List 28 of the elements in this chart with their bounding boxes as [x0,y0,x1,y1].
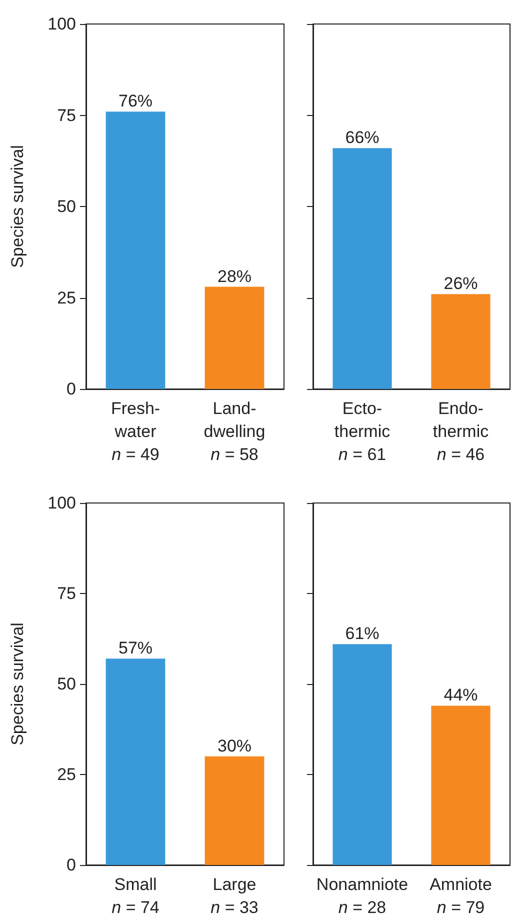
y-axis-title: Species survival [8,145,27,268]
y-tick-label: 100 [48,494,76,512]
x-tick-label: Amniote n = 79 [430,875,492,917]
y-axis-title: Species survival [8,622,27,746]
y-tick-label: 0 [66,380,76,398]
x-tick-label: Land- dwelling n = 58 [204,399,266,464]
y-tick-label: 25 [57,765,76,784]
y-tick-label: 100 [48,14,76,34]
y-tick-label: 50 [57,197,76,216]
x-tick-label: Fresh- water n = 49 [110,399,160,464]
data-label: 76% [118,92,153,111]
y-tick-label: 50 [57,674,76,694]
data-label: 30% [217,736,252,756]
data-label: 57% [118,638,153,658]
data-label: 26% [444,274,478,294]
x-tick-label: Nonamniote n = 28 [316,875,408,917]
y-tick-label: 0 [66,856,76,874]
x-tick-label: Endo- thermic n = 46 [432,399,490,464]
y-tick-label: 25 [57,288,76,308]
x-tick-label: Ecto- thermic n = 61 [334,399,391,464]
y-tick-label: 75 [57,584,76,603]
data-label: 66% [345,128,380,148]
data-label: 61% [345,624,380,644]
y-tick-label: 75 [57,106,76,125]
data-label: 28% [217,266,252,286]
x-tick-label: Large n = 33 [210,875,258,917]
x-tick-label: Small n = 74 [112,875,160,917]
data-label: 44% [444,686,478,705]
